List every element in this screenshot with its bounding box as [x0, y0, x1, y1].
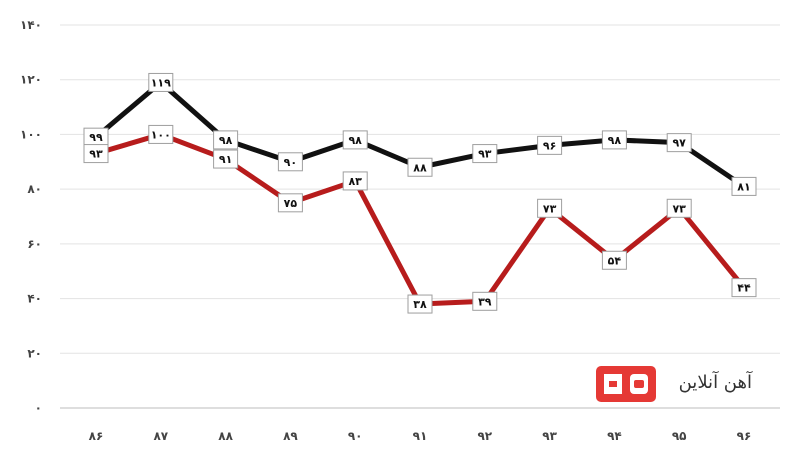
data-label-text: ۴۴ [737, 282, 751, 295]
data-label-text: ۹۷ [672, 137, 686, 150]
data-label-text: ۹۳ [478, 148, 492, 161]
data-label: ۵۴ [601, 250, 627, 270]
data-label-box [731, 278, 757, 298]
x-tick-label: ۹۰ [348, 429, 363, 443]
data-label-text: ۵۴ [608, 254, 622, 267]
y-tick-label: ۱۰۰ [20, 127, 42, 141]
data-label-box [407, 294, 433, 314]
x-tick-label: ۹۱ [413, 429, 428, 443]
x-tick-label: ۹۳ [542, 429, 557, 443]
y-tick-label: ۱۴۰ [20, 18, 42, 32]
data-label: ۹۰ [277, 152, 303, 172]
data-label: ۷۳ [666, 198, 692, 218]
data-label-text: ۹۰ [284, 156, 297, 169]
data-label-box [213, 149, 239, 169]
data-label-box [407, 157, 433, 177]
data-label-box [537, 198, 563, 218]
logo-inner-right [634, 380, 644, 388]
data-label: ۹۷ [666, 133, 692, 153]
x-tick-label: ۹۶ [737, 429, 752, 443]
x-tick-label: ۹۴ [607, 429, 622, 443]
data-label: ۹۱ [213, 149, 239, 169]
data-label-text: ۷۵ [284, 197, 298, 210]
data-label-text: ۸۸ [413, 161, 427, 174]
y-tick-label: ۶۰ [27, 237, 42, 251]
y-axis-ticks: ۰ ۲۰ ۴۰ ۶۰ ۸۰ ۱۰۰ ۱۲۰ ۱۴۰ [20, 18, 42, 415]
data-label-box [537, 135, 563, 155]
data-label-text: ۸۱ [737, 180, 750, 193]
watermark-text: آهن آنلاین [679, 370, 753, 393]
data-label: ۸۸ [407, 157, 433, 177]
data-label: ۹۸ [601, 130, 627, 150]
data-label-box [342, 130, 368, 150]
data-label-text: ۳۹ [478, 295, 492, 308]
series-lines [93, 79, 747, 307]
data-label-box [666, 198, 692, 218]
data-label-text: ۹۸ [608, 134, 622, 147]
data-label-text: ۷۳ [543, 202, 557, 215]
data-label: ۳۸ [407, 294, 433, 314]
data-label-text: ۹۱ [219, 153, 232, 166]
data-label-box [277, 193, 303, 213]
data-label-text: ۹۹ [89, 131, 103, 144]
data-label: ۷۳ [537, 198, 563, 218]
data-label-text: ۹۸ [219, 134, 233, 147]
data-label-box [731, 176, 757, 196]
data-label-box [213, 130, 239, 150]
data-label-box [472, 291, 498, 311]
data-label-box [601, 250, 627, 270]
data-label: ۹۶ [537, 135, 563, 155]
y-tick-label: ۰ [35, 401, 42, 415]
x-tick-label: ۸۹ [283, 429, 298, 443]
data-label-box [472, 144, 498, 164]
data-label: ۷۵ [277, 193, 303, 213]
data-label-box [342, 171, 368, 191]
ad-logo-icon [596, 366, 656, 402]
logo-inner-left [609, 381, 617, 387]
watermark-logo: آهن آنلاین [596, 366, 753, 402]
data-labels: ۹۹ ۱۱۹ ۹۸ ۹۰ ۹۸ ۸۸ ۹۳ ۹۶ ۹۸ ۹۷ ۸۱ ۹۳ ۱۰۰ ۹۱ ۷۵ ۸۳ ۳۸ ۳۹ ۷۳… [83, 72, 757, 314]
data-label: ۹۳ [472, 144, 498, 164]
x-axis-ticks: ۸۶ ۸۷ ۸۸ ۸۹ ۹۰ ۹۱ ۹۲ ۹۳ ۹۴ ۹۵ ۹۶ [89, 429, 752, 443]
x-tick-label: ۸۸ [218, 429, 233, 443]
data-label: ۹۸ [342, 130, 368, 150]
data-label-text: ۹۸ [348, 134, 362, 147]
data-label: ۳۹ [472, 291, 498, 311]
data-label-box [148, 72, 174, 92]
data-label: ۴۴ [731, 278, 757, 298]
data-label: ۱۱۹ [148, 72, 174, 92]
data-label-text: ۳۸ [413, 298, 427, 311]
data-label-box [666, 133, 692, 153]
data-label: ۹۸ [213, 130, 239, 150]
x-tick-label: ۸۷ [153, 429, 168, 443]
y-tick-label: ۲۰ [27, 346, 42, 360]
data-label-text: ۱۰۰ [151, 128, 171, 141]
data-label-box [83, 144, 109, 164]
data-label: ۱۰۰ [148, 124, 174, 144]
x-tick-label: ۹۵ [672, 429, 687, 443]
y-tick-label: ۱۲۰ [20, 73, 42, 87]
data-label: ۸۱ [731, 176, 757, 196]
data-label-text: ۹۳ [89, 148, 103, 161]
data-label-box [601, 130, 627, 150]
data-label-text: ۹۶ [543, 139, 556, 152]
data-label-text: ۸۳ [348, 175, 362, 188]
data-label-box [277, 152, 303, 172]
y-tick-label: ۴۰ [27, 292, 42, 306]
x-tick-label: ۸۶ [89, 429, 104, 443]
data-label: ۹۹ [83, 127, 109, 147]
data-label: ۹۳ [83, 144, 109, 164]
y-tick-label: ۸۰ [27, 182, 42, 196]
data-label-text: ۱۱۹ [151, 76, 171, 89]
data-label: ۸۳ [342, 171, 368, 191]
data-label-text: ۷۳ [672, 202, 686, 215]
data-label-box [148, 124, 174, 144]
x-tick-label: ۹۲ [477, 429, 492, 443]
